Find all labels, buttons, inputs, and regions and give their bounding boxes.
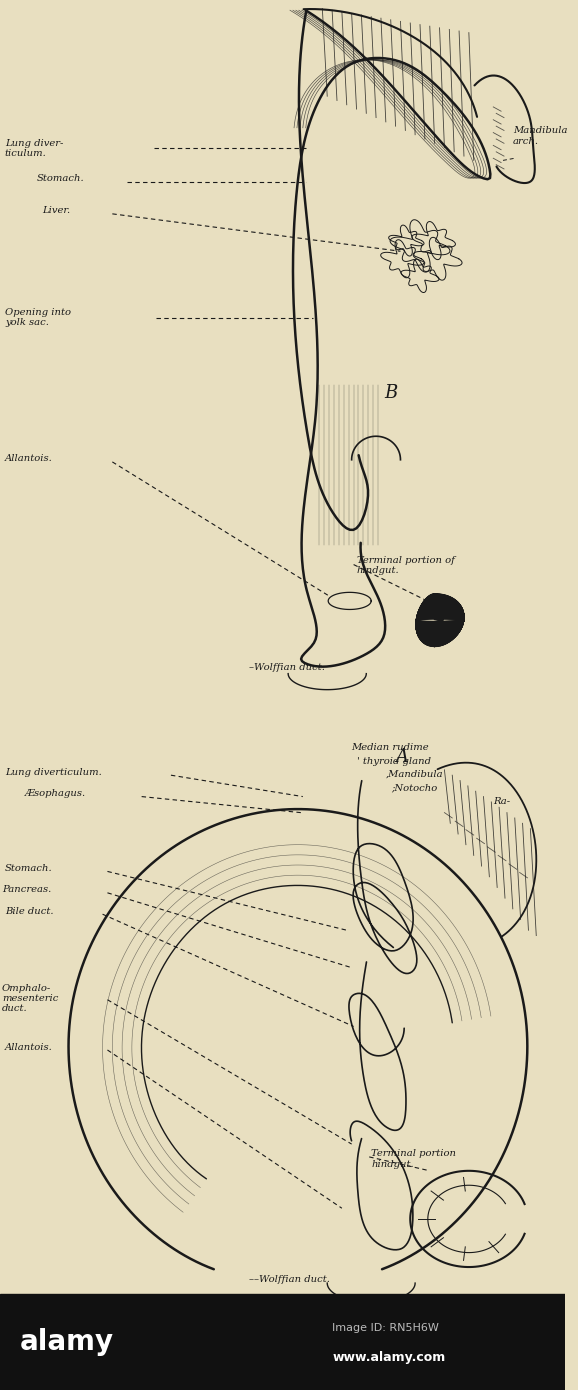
Text: Median rudime: Median rudime bbox=[351, 744, 429, 752]
Text: ,Mandibula: ,Mandibula bbox=[386, 770, 443, 778]
Text: Terminal portion of
hindgut.: Terminal portion of hindgut. bbox=[357, 556, 454, 575]
Text: alamy: alamy bbox=[20, 1327, 114, 1355]
Text: ' thyroid gland: ' thyroid gland bbox=[357, 758, 431, 766]
Text: A: A bbox=[395, 748, 408, 766]
Text: Bile duct.: Bile duct. bbox=[5, 906, 53, 916]
Text: Mandibula
arch.: Mandibula arch. bbox=[513, 126, 567, 146]
Text: Stomach.: Stomach. bbox=[5, 865, 53, 873]
Text: Allantois.: Allantois. bbox=[5, 455, 53, 463]
Text: Liver.: Liver. bbox=[42, 206, 70, 215]
Text: Image ID: RN5H6W: Image ID: RN5H6W bbox=[332, 1323, 439, 1333]
Text: Lung diver-
ticulum.: Lung diver- ticulum. bbox=[5, 139, 63, 158]
Bar bbox=[0, 1294, 565, 1390]
Text: B: B bbox=[384, 384, 397, 402]
Text: Pancreas.: Pancreas. bbox=[2, 885, 51, 894]
Text: Stomach.: Stomach. bbox=[37, 174, 85, 183]
Text: Terminal portion
hindgut.: Terminal portion hindgut. bbox=[371, 1150, 456, 1169]
Text: Omphalo-
mesenteric
duct.: Omphalo- mesenteric duct. bbox=[2, 984, 58, 1013]
Text: www.alamy.com: www.alamy.com bbox=[332, 1351, 446, 1365]
Text: Allantois.: Allantois. bbox=[5, 1042, 53, 1051]
Text: ––Wolffian duct.: ––Wolffian duct. bbox=[249, 1275, 330, 1283]
Text: Æsophagus.: Æsophagus. bbox=[24, 790, 86, 798]
Text: Ra-: Ra- bbox=[493, 796, 510, 806]
Text: ;Notocho: ;Notocho bbox=[391, 784, 437, 792]
Text: Opening into
yolk sac.: Opening into yolk sac. bbox=[5, 309, 71, 327]
Text: Lung diverticulum.: Lung diverticulum. bbox=[5, 767, 102, 777]
Text: –Wolffian duct.: –Wolffian duct. bbox=[249, 663, 325, 671]
